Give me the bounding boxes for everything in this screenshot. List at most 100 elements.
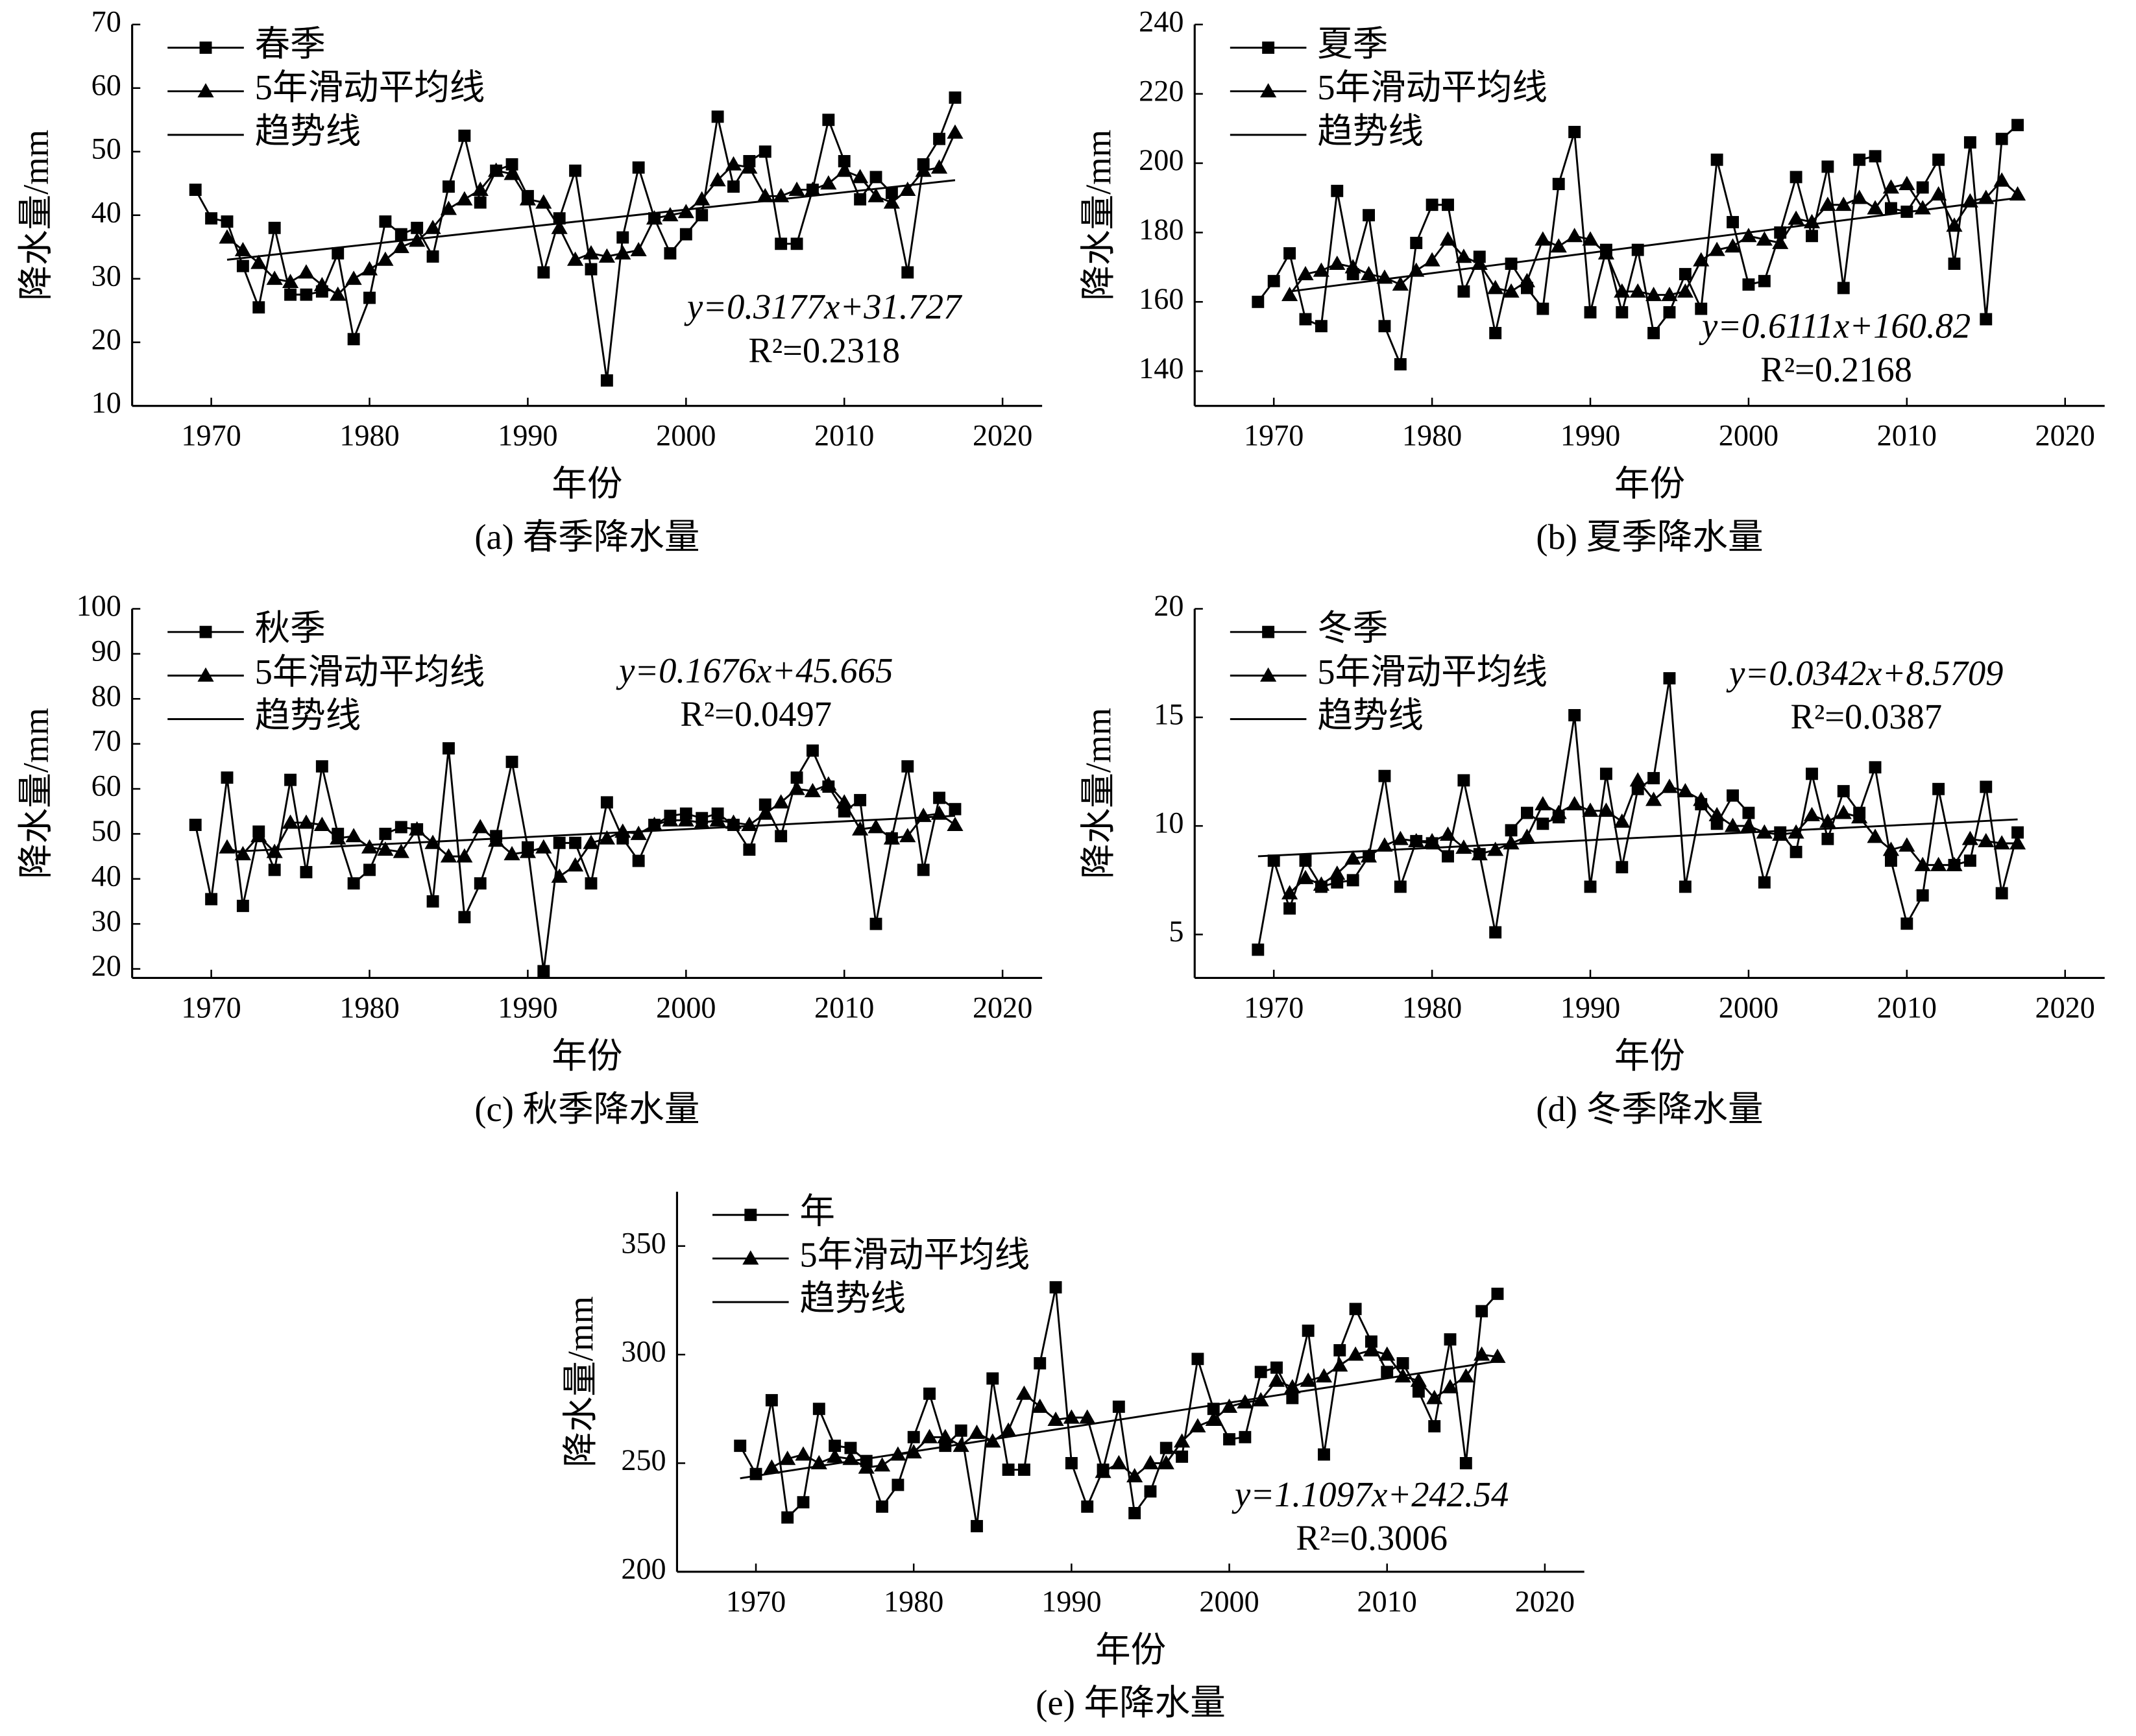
x-tick-label: 1980 bbox=[884, 1585, 943, 1618]
triangle-marker bbox=[504, 846, 520, 861]
square-marker bbox=[426, 895, 439, 908]
square-marker bbox=[933, 132, 946, 145]
triangle-marker bbox=[1487, 841, 1504, 856]
triangle-marker bbox=[662, 207, 679, 222]
square-marker bbox=[632, 161, 645, 174]
square-marker bbox=[1900, 917, 1913, 930]
x-tick-label: 1990 bbox=[1560, 419, 1620, 452]
triangle-marker bbox=[677, 204, 694, 219]
square-marker bbox=[1710, 153, 1723, 166]
triangle-marker bbox=[1661, 287, 1678, 302]
triangle-marker bbox=[2009, 186, 2026, 201]
triangle-marker bbox=[1313, 262, 1329, 277]
square-marker bbox=[1884, 202, 1897, 215]
square-marker bbox=[1521, 806, 1533, 819]
triangle-marker bbox=[1930, 186, 1947, 201]
square-marker bbox=[236, 259, 249, 272]
square-marker bbox=[1806, 230, 1818, 243]
square-marker bbox=[205, 212, 218, 225]
square-marker bbox=[199, 625, 212, 638]
triangle-marker bbox=[1772, 234, 1789, 249]
triangle-marker bbox=[1993, 835, 2010, 850]
square-marker bbox=[1948, 258, 1961, 270]
triangle-marker bbox=[1329, 865, 1346, 880]
square-marker bbox=[379, 215, 392, 228]
y-axis-label: 降水量/mm bbox=[16, 130, 55, 301]
triangle-marker bbox=[937, 1429, 954, 1443]
square-marker bbox=[1995, 887, 2008, 900]
triangle-marker bbox=[1410, 1372, 1427, 1387]
triangle-marker bbox=[694, 814, 710, 829]
square-marker bbox=[1457, 774, 1470, 787]
triangle-marker bbox=[804, 782, 821, 797]
triangle-marker bbox=[1260, 83, 1277, 98]
triangle-marker bbox=[1174, 1433, 1191, 1448]
triangle-marker bbox=[598, 830, 615, 845]
triangle-marker bbox=[1252, 1392, 1269, 1406]
triangle-marker bbox=[1347, 1346, 1364, 1361]
triangle-marker bbox=[1867, 828, 1884, 843]
triangle-marker bbox=[947, 816, 964, 831]
square-marker bbox=[1331, 184, 1344, 197]
triangle-marker bbox=[725, 156, 742, 171]
square-marker bbox=[1869, 761, 1882, 774]
triangle-marker bbox=[1079, 1409, 1096, 1424]
triangle-marker bbox=[1788, 210, 1804, 225]
triangle-marker bbox=[1331, 1357, 1348, 1372]
square-marker bbox=[537, 965, 550, 978]
triangle-marker bbox=[1063, 1409, 1080, 1424]
square-marker bbox=[1459, 1456, 1472, 1469]
triangle-marker bbox=[614, 823, 631, 838]
square-marker bbox=[971, 1520, 983, 1532]
triangle-marker bbox=[1740, 817, 1757, 832]
square-marker bbox=[812, 1403, 825, 1416]
y-tick-label: 80 bbox=[91, 679, 121, 712]
square-marker bbox=[284, 288, 297, 301]
square-marker bbox=[347, 333, 360, 346]
triangle-marker bbox=[694, 191, 710, 206]
y-tick-label: 5 bbox=[1169, 915, 1183, 948]
triangle-marker bbox=[725, 814, 742, 829]
triangle-marker bbox=[836, 162, 853, 177]
triangle-marker bbox=[456, 191, 473, 206]
square-marker bbox=[1584, 880, 1597, 893]
x-tick-label: 1970 bbox=[1244, 419, 1304, 452]
triangle-marker bbox=[1645, 791, 1662, 806]
square-marker bbox=[1283, 902, 1296, 915]
square-marker bbox=[696, 209, 709, 222]
triangle-marker bbox=[1095, 1464, 1111, 1478]
square-marker bbox=[1176, 1450, 1189, 1463]
square-marker bbox=[1837, 785, 1850, 798]
x-tick-label: 2000 bbox=[1719, 419, 1778, 452]
square-marker bbox=[1254, 1366, 1267, 1379]
y-tick-label: 30 bbox=[91, 904, 121, 937]
triangle-marker bbox=[1260, 667, 1277, 682]
triangle-marker bbox=[709, 172, 726, 187]
y-axis-label: 降水量/mm bbox=[1078, 130, 1118, 301]
x-tick-label: 2000 bbox=[1199, 1585, 1259, 1618]
triangle-marker bbox=[1835, 804, 1852, 819]
square-marker bbox=[1112, 1400, 1125, 1413]
square-marker bbox=[1017, 1464, 1030, 1476]
trend-line bbox=[740, 1360, 1498, 1480]
square-marker bbox=[411, 221, 424, 234]
triangle-marker bbox=[788, 780, 805, 795]
triangle-marker bbox=[197, 83, 214, 98]
triangle-marker bbox=[1550, 238, 1567, 253]
triangle-marker bbox=[566, 251, 584, 266]
triangle-marker bbox=[1000, 1422, 1017, 1437]
triangle-marker bbox=[836, 794, 853, 809]
triangle-marker bbox=[1189, 1417, 1206, 1432]
square-marker bbox=[1552, 178, 1565, 191]
panel: 140 160 180 200 220 240 1970 1980 1990 2000 2010 20… bbox=[1078, 5, 2105, 557]
square-marker bbox=[1333, 1344, 1346, 1356]
triangle-marker bbox=[472, 819, 489, 834]
square-marker bbox=[1489, 926, 1502, 939]
square-marker bbox=[1267, 854, 1280, 867]
square-marker bbox=[986, 1372, 999, 1385]
triangle-marker bbox=[1677, 783, 1693, 798]
square-marker bbox=[1426, 199, 1438, 211]
x-tick-label: 2020 bbox=[2035, 991, 2095, 1024]
square-marker bbox=[1821, 832, 1834, 845]
triangle-marker bbox=[1268, 1372, 1285, 1387]
